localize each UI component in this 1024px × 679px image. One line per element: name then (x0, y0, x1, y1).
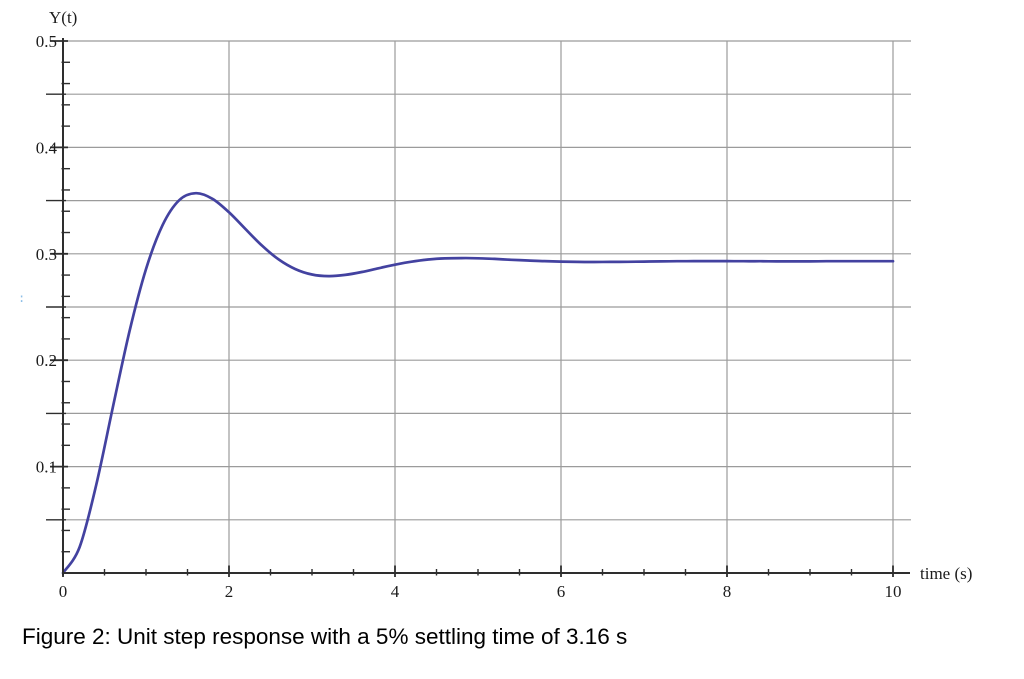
figure-caption: Figure 2: Unit step response with a 5% s… (22, 624, 628, 649)
x-tick-label: 2 (225, 582, 234, 601)
y-axis-title: Y(t) (49, 8, 78, 27)
response-curve (61, 191, 895, 575)
x-tick-label: 6 (557, 582, 566, 601)
y-tick-label: 0.1 (36, 458, 57, 477)
y-tick-label: 0.2 (36, 351, 57, 370)
x-axis-title: time (s) (920, 564, 973, 583)
x-tick-label: 0 (59, 582, 68, 601)
y-tick-label: 0.5 (36, 32, 57, 51)
x-tick-label: 8 (723, 582, 732, 601)
y-tick-label: 0.4 (36, 138, 58, 157)
x-tick-label: 10 (885, 582, 902, 601)
scan-artifact: : (18, 291, 26, 305)
y-tick-label: 0.3 (36, 245, 57, 264)
x-tick-label: 4 (391, 582, 400, 601)
